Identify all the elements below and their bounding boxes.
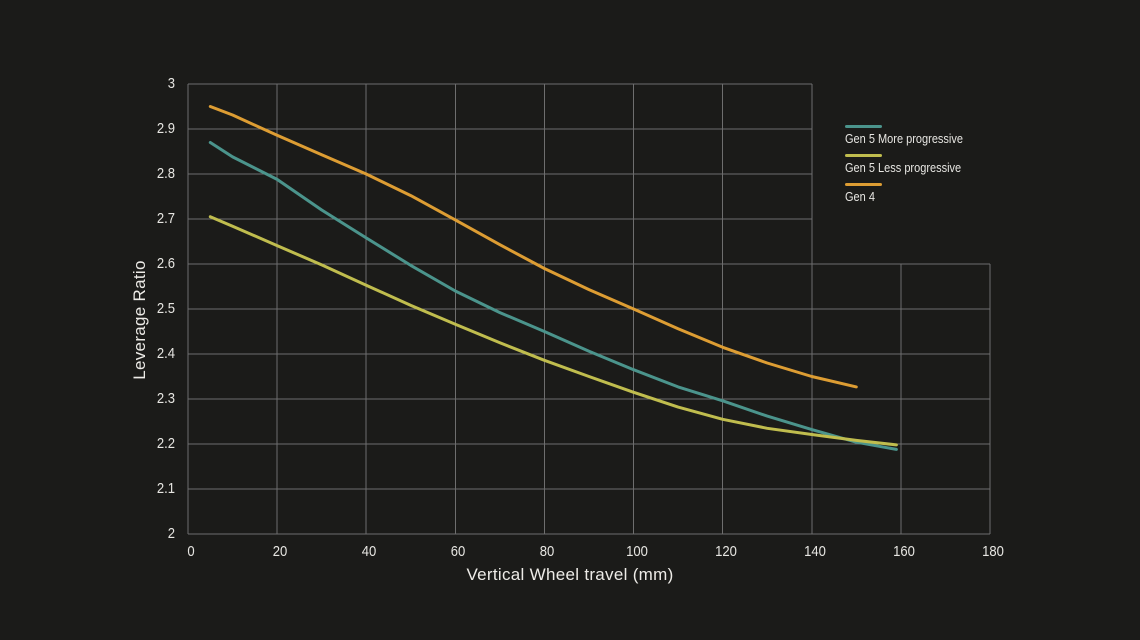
y-tick-label: 2.7 <box>156 210 175 227</box>
series-line-gen-5-more-progressive <box>208 141 898 451</box>
y-axis-title: Leverage Ratio <box>130 260 149 380</box>
series-line-gen-4 <box>208 105 858 389</box>
y-tick-label: 2.4 <box>156 345 175 362</box>
x-tick-label: 60 <box>451 543 466 560</box>
x-tick-label: 100 <box>625 543 648 560</box>
x-tick-label: 140 <box>803 543 826 560</box>
legend-swatch-gen-5-more-progressive <box>845 125 882 128</box>
legend-swatch-gen-4 <box>845 183 882 186</box>
y-tick-label: 2.6 <box>156 255 175 272</box>
legend-swatch-gen-5-less-progressive <box>845 154 882 157</box>
x-tick-label: 20 <box>272 543 288 560</box>
legend: Gen 5 More progressive Gen 5 Less progres… <box>845 125 979 212</box>
x-axis-title: Vertical Wheel travel (mm) <box>466 565 674 584</box>
x-tick-label: 180 <box>982 543 1004 560</box>
legend-label: Gen 5 More progressive <box>845 132 964 146</box>
y-tick-label: 2.8 <box>156 165 175 182</box>
legend-item-gen-4: Gen 4 <box>845 183 979 204</box>
x-tick-label: 80 <box>540 543 555 560</box>
legend-label: Gen 4 <box>845 190 875 204</box>
x-tick-label: 160 <box>892 543 915 560</box>
x-tick-label: 120 <box>714 543 737 560</box>
y-tick-label: 2.2 <box>156 435 175 452</box>
y-tick-label: 2.5 <box>156 300 175 317</box>
grid <box>187 83 991 535</box>
x-tick-label: 40 <box>361 543 377 560</box>
x-tick-label: 0 <box>187 543 195 560</box>
y-tick-label: 2.3 <box>156 390 175 407</box>
y-tick-label: 2 <box>167 525 175 542</box>
series-line-gen-5-less-progressive <box>208 215 898 447</box>
y-tick-label: 3 <box>167 75 175 92</box>
legend-item-gen-5-more-progressive: Gen 5 More progressive <box>845 125 979 146</box>
y-tick-label: 2.1 <box>156 480 175 497</box>
legend-label: Gen 5 Less progressive <box>845 161 962 175</box>
legend-item-gen-5-less-progressive: Gen 5 Less progressive <box>845 154 979 175</box>
y-tick-label: 2.9 <box>156 120 175 137</box>
